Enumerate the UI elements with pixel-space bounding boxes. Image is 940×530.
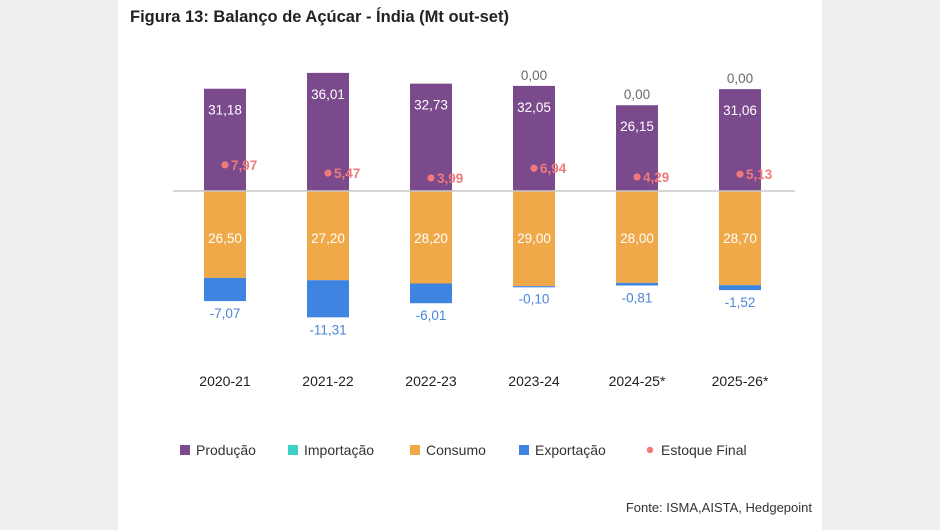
legend-marker-exportacao <box>519 445 529 455</box>
label-exportacao-5: -0,81 <box>622 290 653 305</box>
category-label-3: 2022-23 <box>405 373 457 389</box>
chart-title: Figura 13: Balanço de Açúcar - Índia (Mt… <box>130 8 509 26</box>
bar-consumo-5 <box>616 191 658 283</box>
category-label-6: 2025-26* <box>712 373 769 389</box>
bar-consumo-6 <box>719 191 761 286</box>
bar-exportacao-5 <box>616 282 658 286</box>
label-exportacao-1: -7,07 <box>210 306 241 321</box>
point-estoque-4 <box>530 164 538 172</box>
label-exportacao-6: -1,52 <box>725 295 756 310</box>
label-producao-3: 32,73 <box>414 98 448 113</box>
bar-consumo-1 <box>204 191 246 278</box>
bar-exportacao-1 <box>204 277 246 302</box>
bar-producao-1 <box>204 88 246 191</box>
point-estoque-5 <box>633 173 641 181</box>
label-importacao-5: 0,00 <box>624 87 650 102</box>
label-estoque-5: 4,29 <box>643 170 669 185</box>
bar-producao-4 <box>513 85 555 191</box>
legend-marker-consumo <box>410 445 420 455</box>
label-producao-1: 31,18 <box>208 103 242 118</box>
label-importacao-4: 0,00 <box>521 68 547 83</box>
category-label-4: 2023-24 <box>508 373 560 389</box>
chart-svg: 31,18 26,50 -7,07 7,97 2020-21 36,01 27,20 -11,… <box>173 68 795 458</box>
label-producao-4: 32,05 <box>517 100 551 115</box>
legend-marker-producao <box>180 445 190 455</box>
legend-marker-importacao <box>288 445 298 455</box>
label-consumo-6: 28,70 <box>723 231 757 246</box>
label-exportacao-4: -0,10 <box>519 291 550 306</box>
legend-label-producao: Produção <box>196 442 256 458</box>
label-exportacao-2: -11,31 <box>309 322 346 337</box>
label-estoque-6: 5,13 <box>746 167 773 182</box>
label-producao-5: 26,15 <box>620 119 654 134</box>
label-consumo-3: 28,20 <box>414 231 448 246</box>
label-producao-2: 36,01 <box>311 87 345 102</box>
category-label-2: 2021-22 <box>302 373 354 389</box>
bar-exportacao-3 <box>410 283 452 304</box>
point-estoque-2 <box>324 169 332 177</box>
bar-consumo-3 <box>410 191 452 284</box>
label-estoque-1: 7,97 <box>231 158 257 173</box>
bar-exportacao-2 <box>307 280 349 318</box>
label-consumo-2: 27,20 <box>311 231 345 246</box>
legend-label-exportacao: Exportação <box>535 442 606 458</box>
label-consumo-4: 29,00 <box>517 231 551 246</box>
bar-consumo-4 <box>513 191 555 287</box>
bar-consumo-2 <box>307 191 349 281</box>
label-consumo-5: 28,00 <box>620 231 654 246</box>
label-consumo-1: 26,50 <box>208 231 242 246</box>
category-label-5: 2024-25* <box>609 373 666 389</box>
chart-panel: Figura 13: Balanço de Açúcar - Índia (Mt… <box>118 0 822 530</box>
point-estoque-6 <box>736 170 744 178</box>
legend-label-importacao: Importação <box>304 442 374 458</box>
label-importacao-6: 0,00 <box>727 71 753 86</box>
label-producao-6: 31,06 <box>723 103 757 118</box>
legend-marker-estoque-final <box>646 446 654 454</box>
point-estoque-1 <box>221 161 229 169</box>
point-estoque-3 <box>427 174 435 182</box>
label-estoque-2: 5,47 <box>334 166 360 181</box>
legend-label-estoque-final: Estoque Final <box>661 442 747 458</box>
legend-label-consumo: Consumo <box>426 442 486 458</box>
label-estoque-3: 3,99 <box>437 171 463 186</box>
label-estoque-4: 6,94 <box>540 161 567 176</box>
chart-source: Fonte: ISMA,AISTA, Hedgepoint <box>625 500 812 515</box>
bar-exportacao-4 <box>513 286 555 288</box>
bar-producao-3 <box>410 83 452 191</box>
category-label-1: 2020-21 <box>199 373 251 389</box>
bar-exportacao-6 <box>719 285 761 291</box>
label-exportacao-3: -6,01 <box>416 308 447 323</box>
